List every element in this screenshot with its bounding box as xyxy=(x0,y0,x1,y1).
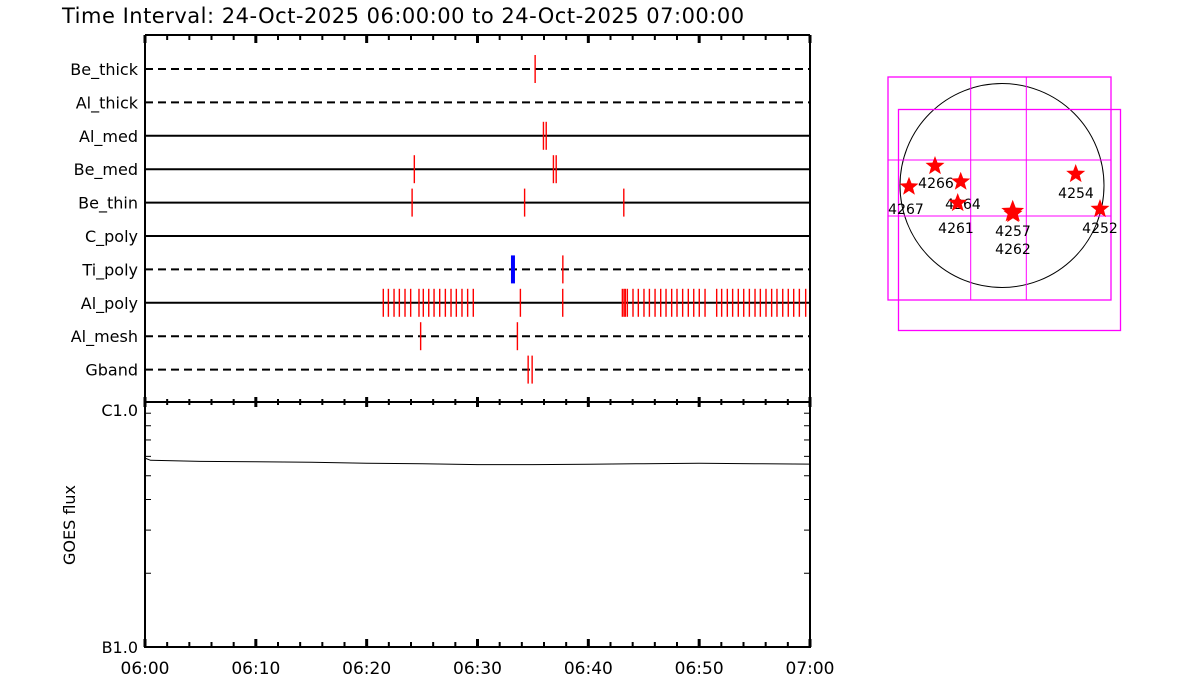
row-label: C_poly xyxy=(85,227,138,247)
region-label: 4261 xyxy=(938,221,974,237)
row-ti-poly: Ti_poly xyxy=(81,255,810,284)
row-be-thin: Be_thin xyxy=(78,188,810,217)
star-icon xyxy=(951,171,971,190)
star-icon xyxy=(948,193,968,212)
row-be-thick: Be_thick xyxy=(70,55,810,83)
x-tick-label: 06:50 xyxy=(675,659,724,679)
row-al-thick: Al_thick xyxy=(76,93,810,113)
row-label: Al_thick xyxy=(76,93,139,113)
row-c-poly: C_poly xyxy=(85,227,810,247)
goes-y-axis-label: GOES flux xyxy=(60,485,79,565)
region-label: 4262 xyxy=(995,242,1031,258)
x-tick-label: 06:10 xyxy=(231,659,280,679)
row-be-med: Be_med xyxy=(74,155,810,184)
star-icon xyxy=(1003,204,1023,223)
row-al-mesh: Al_mesh xyxy=(71,322,810,351)
filter-timeline-panel: Be_thick Al_thick Al_med Be_med Be_thin C_pol… xyxy=(70,34,812,402)
active-region: 4252 xyxy=(1082,199,1118,237)
goes-flux-line xyxy=(144,457,811,466)
x-tick-label: 06:40 xyxy=(564,659,613,679)
row-label: Gband xyxy=(85,361,138,380)
row-label: Be_thick xyxy=(70,60,138,80)
active-region: 4254 xyxy=(1058,164,1094,202)
y-tick-label-c1: C1.0 xyxy=(101,401,138,420)
region-label: 4267 xyxy=(888,202,924,218)
row-label: Be_med xyxy=(74,160,138,180)
star-icon xyxy=(1066,164,1086,183)
solar-disk xyxy=(899,83,1105,288)
star-icon xyxy=(925,156,945,175)
region-label: 4257 xyxy=(995,224,1031,240)
row-label: Be_thin xyxy=(78,194,138,214)
active-region: 4267 xyxy=(888,176,924,218)
row-al-med: Al_med xyxy=(79,121,810,150)
active-region: 4266 xyxy=(918,156,954,192)
goes-plot-frame xyxy=(144,401,811,648)
region-label: 4254 xyxy=(1058,186,1094,202)
star-icon xyxy=(1090,199,1110,218)
row-label: Al_poly xyxy=(81,294,138,314)
row-gband: Gband xyxy=(85,355,810,384)
title: Time Interval: 24-Oct-2025 06:00:00 to 2… xyxy=(61,4,745,28)
star-icon xyxy=(899,176,919,195)
y-tick-label-b1: B1.0 xyxy=(102,638,138,657)
x-tick-label: 06:30 xyxy=(453,659,502,679)
row-label: Al_med xyxy=(79,127,138,147)
fov-box xyxy=(887,76,1112,301)
goes-flux-panel: GOES flux C1.0 B1.0 06:00 06:10 06:20 06:30… xyxy=(60,397,835,679)
fov-box xyxy=(897,108,1122,332)
row-label: Al_mesh xyxy=(71,327,138,347)
x-tick-label: 07:00 xyxy=(786,659,835,679)
region-label: 4252 xyxy=(1082,221,1118,237)
active-region: 4262 xyxy=(995,204,1031,258)
row-al-poly: Al_poly xyxy=(81,288,810,317)
row-label: Ti_poly xyxy=(81,260,138,280)
active-region: 4261 xyxy=(938,193,974,237)
x-tick-label: 06:20 xyxy=(342,659,391,679)
region-label: 4266 xyxy=(918,176,954,192)
x-tick-label: 06:00 xyxy=(121,659,170,679)
